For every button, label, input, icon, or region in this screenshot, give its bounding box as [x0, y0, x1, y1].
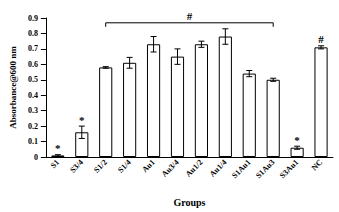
svg-text:0.3: 0.3	[28, 106, 38, 115]
svg-text:0.7: 0.7	[28, 44, 38, 53]
svg-text:S1/2: S1/2	[92, 158, 109, 175]
svg-text:0: 0	[34, 153, 38, 162]
svg-text:Au1/4: Au1/4	[208, 158, 229, 179]
svg-text:Au3/4: Au3/4	[160, 158, 181, 179]
svg-text:#: #	[187, 10, 193, 22]
svg-text:0.8: 0.8	[28, 29, 38, 38]
svg-text:NC: NC	[310, 158, 325, 173]
svg-text:0.6: 0.6	[28, 60, 38, 69]
svg-text:0.2: 0.2	[28, 122, 38, 131]
svg-text:0.5: 0.5	[28, 75, 38, 84]
svg-text:S3Au1: S3Au1	[278, 158, 300, 180]
svg-text:*: *	[55, 142, 61, 154]
svg-text:S1Au3: S1Au3	[254, 158, 276, 180]
svg-text:S1Au1: S1Au1	[230, 158, 252, 180]
svg-text:S1: S1	[49, 158, 61, 170]
svg-text:Au1/2: Au1/2	[184, 158, 205, 179]
svg-text:Absorbance@600 nm: Absorbance@600 nm	[8, 46, 18, 129]
svg-text:Au1: Au1	[140, 158, 156, 174]
svg-text:S3/4: S3/4	[68, 158, 85, 175]
svg-text:S1/4: S1/4	[116, 158, 133, 175]
svg-text:0.4: 0.4	[28, 91, 38, 100]
svg-text:Groups: Groups	[173, 197, 205, 208]
svg-text:*: *	[294, 134, 300, 146]
svg-text:#: #	[318, 33, 324, 45]
svg-text:0.9: 0.9	[28, 14, 38, 23]
svg-text:*: *	[79, 114, 85, 126]
svg-text:0.1: 0.1	[28, 137, 38, 146]
